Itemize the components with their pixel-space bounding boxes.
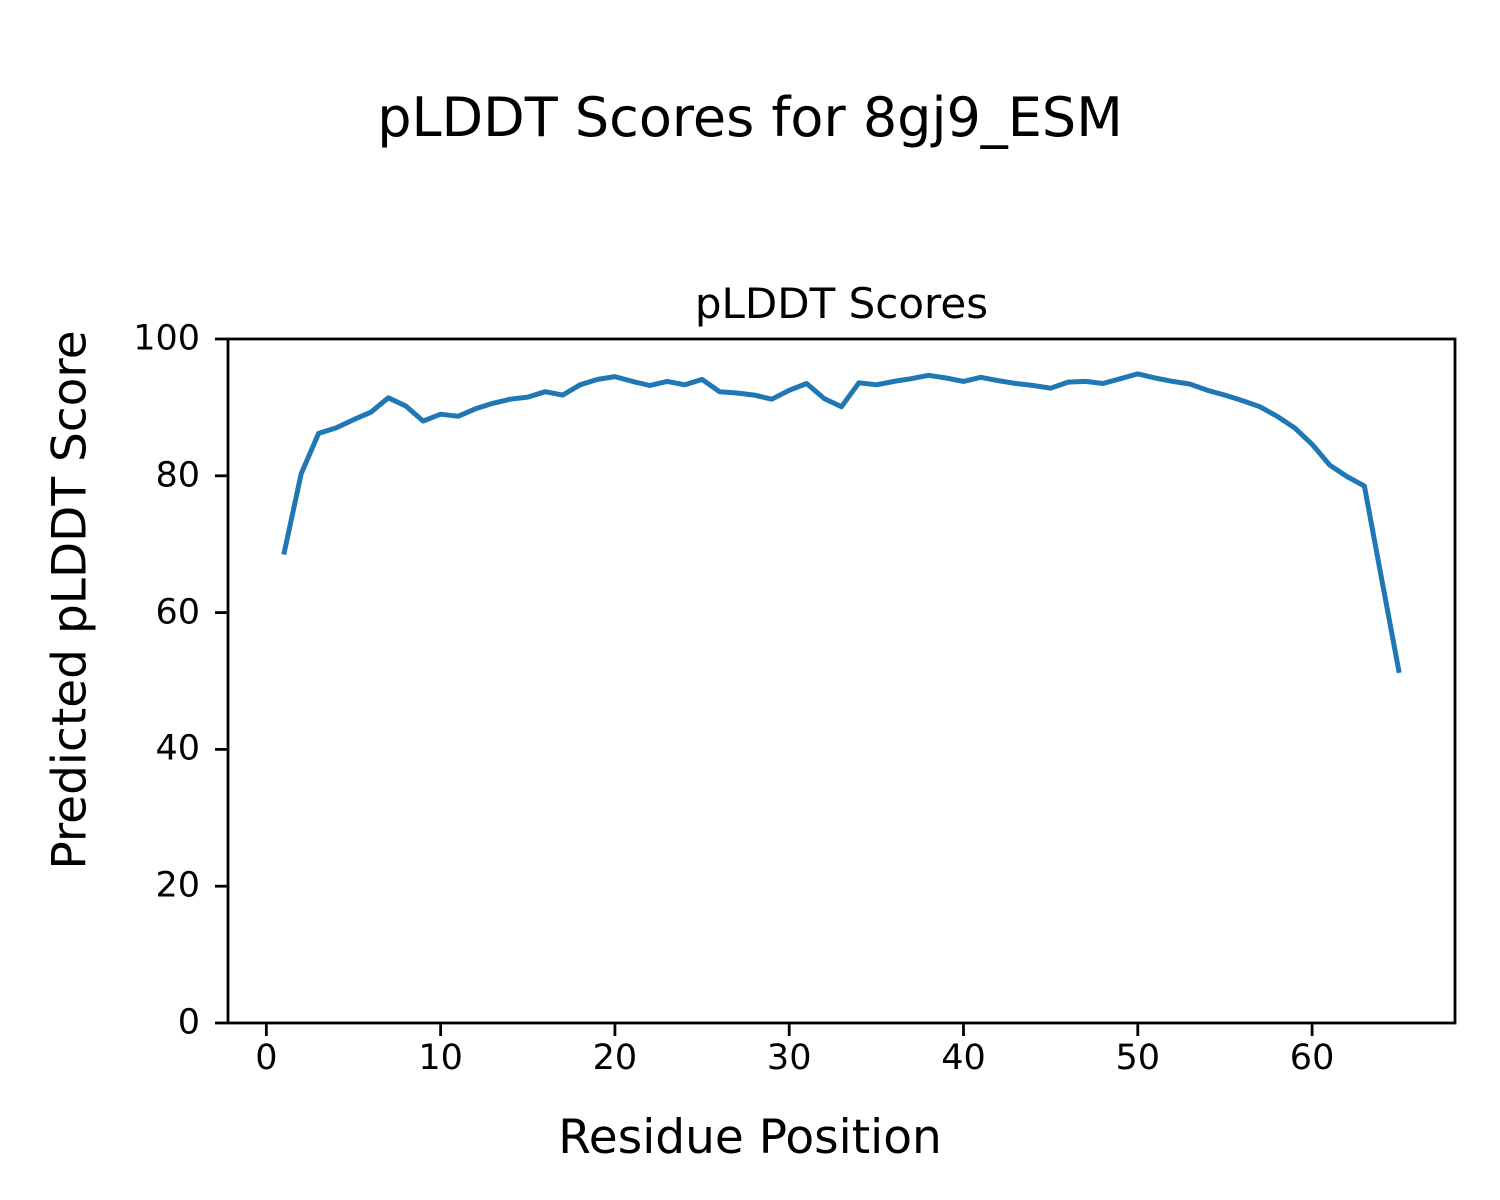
y-tick-label: 80 <box>155 455 200 496</box>
x-tick-label: 0 <box>255 1038 278 1078</box>
x-tick-label: 60 <box>1289 1038 1335 1078</box>
x-tick-label: 20 <box>592 1038 638 1078</box>
x-tick-label: 10 <box>418 1038 463 1078</box>
figure-suptitle: pLDDT Scores for 8gj9_ESM <box>377 86 1123 149</box>
x-tick-label: 30 <box>766 1038 812 1078</box>
x-tick-label: 50 <box>1115 1038 1161 1078</box>
y-tick-label: 40 <box>155 728 200 769</box>
x-axis-label: Residue Position <box>558 1110 942 1165</box>
y-tick-label: 60 <box>155 592 200 633</box>
y-tick-label: 0 <box>177 1002 200 1043</box>
y-tick-label: 100 <box>133 318 200 359</box>
axes-title: pLDDT Scores <box>694 279 989 328</box>
axes-spines <box>226 337 1457 1025</box>
plddt-line <box>281 371 1402 674</box>
y-tick-label: 20 <box>155 865 200 906</box>
x-tick-label: 40 <box>941 1038 986 1078</box>
